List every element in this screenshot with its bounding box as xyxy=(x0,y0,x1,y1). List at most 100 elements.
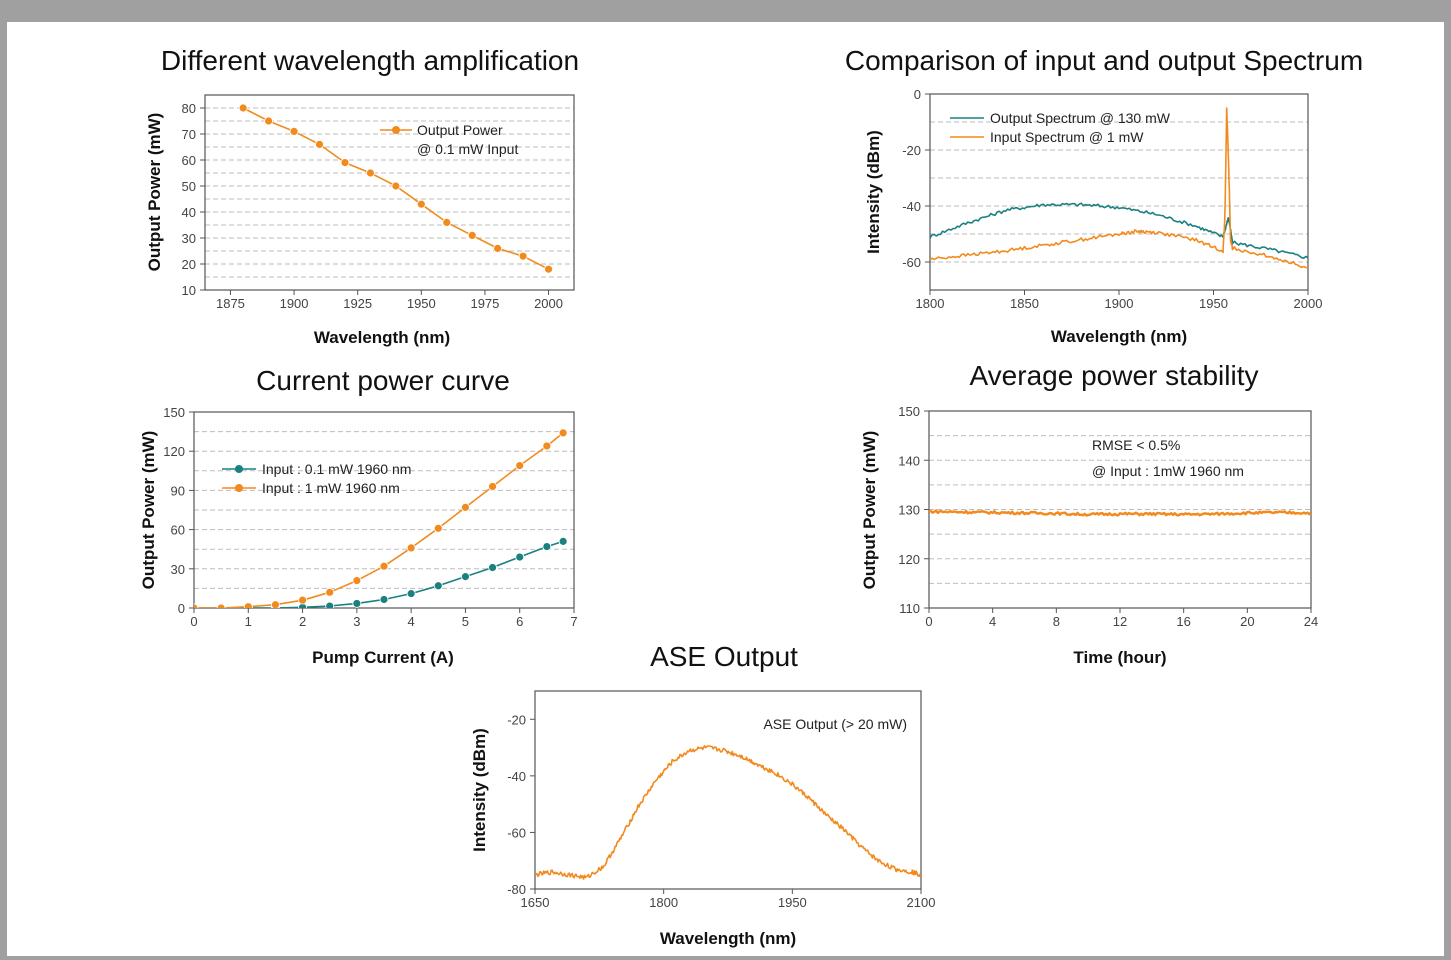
data-point xyxy=(391,181,401,191)
x-tick-label: 1900 xyxy=(1105,296,1134,311)
x-tick-label: 1950 xyxy=(407,296,436,311)
data-point xyxy=(433,523,443,533)
x-axis-label: Wavelength (nm) xyxy=(314,328,450,347)
x-tick-label: 1850 xyxy=(1010,296,1039,311)
data-point xyxy=(352,576,362,585)
chart-panel-4: Average power stability 0 4 8 12 16 20 24 110 120… xyxy=(860,360,1318,667)
x-tick-label: 5 xyxy=(462,614,469,629)
x-tick-label: 2000 xyxy=(1294,296,1323,311)
data-point xyxy=(542,441,552,451)
data-point xyxy=(461,572,470,582)
series-group xyxy=(930,107,1308,269)
data-point xyxy=(493,243,503,253)
data-point xyxy=(366,168,375,178)
x-tick-label: 1800 xyxy=(649,895,678,910)
legend-label: @ 0.1 mW Input xyxy=(417,141,518,157)
y-tick-label: 0 xyxy=(178,601,185,616)
y-axis-label: Output Power (mW) xyxy=(145,113,164,272)
data-point xyxy=(194,603,199,608)
data-point xyxy=(433,581,443,591)
y-tick-label: 10 xyxy=(182,283,196,298)
y-tick-label: 60 xyxy=(182,153,196,168)
data-point xyxy=(488,482,497,491)
chart-panel-5: ASE Output 1650 1800 1950 2100 -20 -40 -60 -80 Wa… xyxy=(470,641,935,948)
legend-label: Input : 1 mW 1960 nm xyxy=(262,480,400,496)
y-tick-label: 30 xyxy=(171,562,185,577)
y-tick-label: -20 xyxy=(507,712,526,727)
x-tick-label: 1650 xyxy=(521,895,550,910)
y-tick-label: 140 xyxy=(898,453,920,468)
y-axis-label: Intensity (dBm) xyxy=(470,728,489,852)
legend-label: Output Power xyxy=(417,122,503,138)
series-group xyxy=(238,103,553,274)
data-point xyxy=(518,251,528,261)
data-point xyxy=(379,595,389,604)
legend-marker xyxy=(392,126,400,134)
y-axis-label: Intensity (dBm) xyxy=(864,130,883,254)
x-tick-label: 1900 xyxy=(280,296,309,311)
legend-label: Input : 0.1 mW 1960 nm xyxy=(262,461,411,477)
x-tick-label: 1950 xyxy=(778,895,807,910)
x-tick-label: 1875 xyxy=(216,296,245,311)
x-tick-label: 1800 xyxy=(916,296,945,311)
data-point xyxy=(271,600,280,608)
x-axis-label: Wavelength (nm) xyxy=(660,929,796,948)
series-line-2 xyxy=(930,107,1308,269)
data-point xyxy=(289,126,299,136)
y-tick-label: 130 xyxy=(898,503,920,518)
x-tick-label: 8 xyxy=(1053,614,1060,629)
x-axis-label: Pump Current (A) xyxy=(312,648,454,667)
legend-marker xyxy=(235,484,243,492)
y-tick-label: 20 xyxy=(182,257,196,272)
chart-title: Comparison of input and output Spectrum xyxy=(845,45,1363,76)
data-point xyxy=(379,561,389,571)
data-point xyxy=(558,428,568,438)
x-tick-label: 16 xyxy=(1176,614,1190,629)
x-tick-label: 3 xyxy=(353,614,360,629)
chart-panel-2: Comparison of input and output Spectrum 1… xyxy=(845,45,1363,346)
x-tick-label: 2000 xyxy=(534,296,563,311)
series-group xyxy=(194,428,568,608)
y-tick-label: -60 xyxy=(902,255,921,270)
chart-title: Average power stability xyxy=(970,360,1259,391)
data-point xyxy=(542,542,552,551)
x-axis-label: Wavelength (nm) xyxy=(1051,327,1187,346)
x-tick-label: 20 xyxy=(1240,614,1254,629)
y-tick-label: 150 xyxy=(163,405,185,420)
annotation-text: RMSE < 0.5% xyxy=(1092,437,1180,453)
data-point xyxy=(515,552,525,562)
y-tick-label: 80 xyxy=(182,101,196,116)
y-tick-label: -40 xyxy=(902,199,921,214)
y-tick-label: 110 xyxy=(899,601,920,616)
data-point xyxy=(406,589,416,599)
data-point xyxy=(340,158,350,168)
chart-title: Current power curve xyxy=(256,365,510,396)
x-tick-label: 0 xyxy=(190,614,197,629)
y-tick-label: 50 xyxy=(182,179,196,194)
y-tick-label: 0 xyxy=(914,87,921,102)
data-point xyxy=(406,543,416,553)
legend-label: Input Spectrum @ 1 mW xyxy=(990,129,1144,145)
x-tick-label: 1 xyxy=(245,614,252,629)
y-tick-label: 120 xyxy=(163,444,185,459)
data-point xyxy=(216,603,226,608)
legend-label: Output Spectrum @ 130 mW xyxy=(990,110,1171,126)
plot-frame xyxy=(193,411,575,609)
series-group xyxy=(535,745,921,880)
y-tick-label: 70 xyxy=(182,127,196,142)
series-line-1 xyxy=(535,745,921,880)
y-tick-label: 60 xyxy=(171,523,185,538)
series-line-1 xyxy=(930,202,1308,260)
x-tick-label: 1925 xyxy=(343,296,372,311)
data-point xyxy=(352,599,362,608)
series-line-2 xyxy=(194,432,564,608)
y-tick-label: 120 xyxy=(898,552,920,567)
data-point xyxy=(315,139,324,149)
annotation-text: @ Input : 1mW 1960 nm xyxy=(1092,463,1244,479)
x-tick-label: 2100 xyxy=(907,895,936,910)
y-tick-label: -20 xyxy=(902,143,921,158)
data-point xyxy=(264,116,274,126)
y-tick-label: -60 xyxy=(507,825,526,840)
